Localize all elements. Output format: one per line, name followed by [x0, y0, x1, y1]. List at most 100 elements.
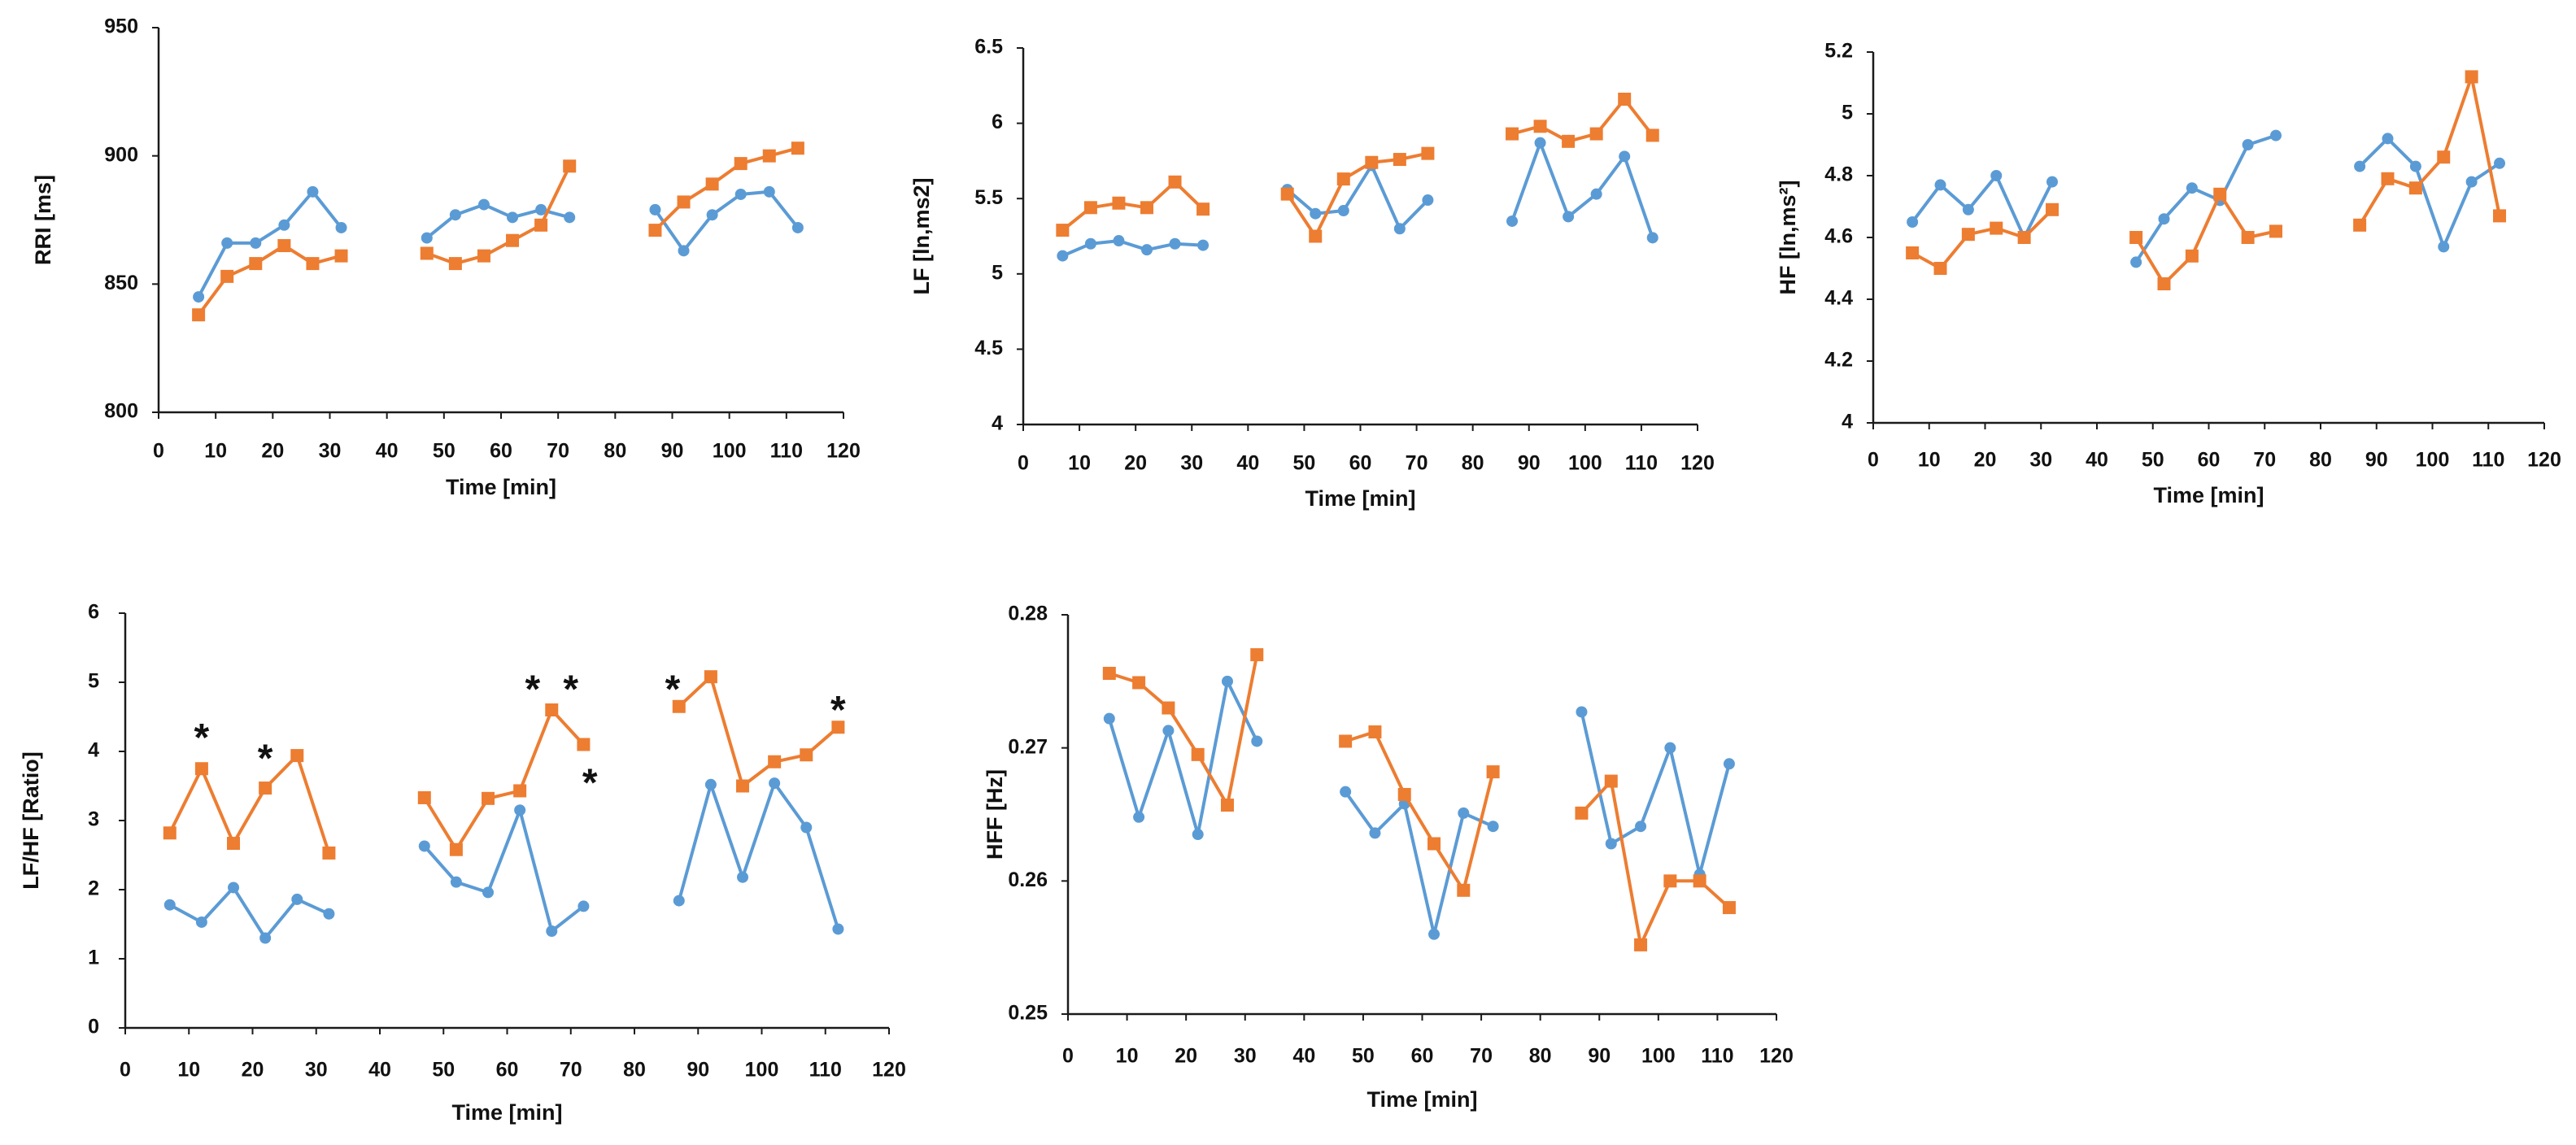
series-orange: [192, 141, 804, 322]
data-point: [1197, 239, 1210, 251]
y-tick-label: 5: [992, 261, 1003, 284]
chart-panel-hff: 0 10 20 30 40 50 60 70 80 90 100 110 120 0.25 0.26 0.27…: [983, 603, 1794, 1112]
y-tick-label: 4.8: [1824, 163, 1853, 186]
x-tick-label: 30: [1180, 452, 1203, 475]
data-point: [2046, 176, 2058, 188]
y-axis-title: HFF [Hz]: [983, 769, 1007, 860]
data-point: [291, 893, 303, 905]
data-point: [290, 749, 304, 763]
data-point: [194, 762, 208, 776]
data-point: [1339, 734, 1353, 748]
data-point: [513, 784, 527, 798]
y-axis-title: RRI [ms]: [31, 175, 55, 265]
data-point: [1457, 883, 1471, 897]
y-tick-label: 900: [104, 143, 138, 166]
data-point: [1723, 758, 1735, 770]
data-point: [769, 777, 781, 790]
data-point: [227, 837, 241, 851]
y-tick-label: 6: [992, 111, 1003, 133]
series-line: [1286, 163, 1429, 231]
data-point: [163, 899, 176, 911]
significance-star: *: [525, 668, 540, 712]
y-tick-label: 800: [104, 400, 138, 423]
data-point: [2465, 70, 2478, 84]
x-tick-label: 0: [1868, 449, 1879, 472]
y-tick-label: 2: [88, 877, 99, 900]
data-point: [477, 198, 490, 211]
series-line: [168, 886, 330, 940]
data-point: [563, 159, 577, 173]
data-point: [250, 237, 262, 249]
x-tick-label: 110: [2472, 449, 2504, 472]
x-tick-label: 110: [809, 1059, 842, 1082]
series-line: [1107, 679, 1259, 836]
significance-star: *: [563, 668, 578, 712]
data-point: [1487, 821, 1499, 833]
x-tick-label: 10: [204, 440, 227, 463]
data-point: [1663, 874, 1677, 888]
data-point: [1191, 747, 1205, 761]
data-point: [1113, 235, 1125, 247]
data-point: [1393, 223, 1406, 235]
x-tick-label: 70: [1406, 452, 1428, 475]
data-point: [546, 925, 558, 937]
x-tick-label: 50: [2142, 449, 2164, 472]
data-point: [249, 257, 263, 271]
data-point: [482, 886, 495, 899]
data-point: [420, 246, 434, 260]
x-tick-label: 30: [2029, 449, 2052, 472]
data-point: [1393, 153, 1406, 167]
series-orange: [163, 670, 845, 860]
data-point: [507, 211, 519, 224]
x-tick-label: 30: [305, 1059, 328, 1082]
series-blue: [1907, 129, 2505, 268]
data-point: [672, 699, 686, 713]
data-point: [704, 778, 717, 790]
series-line: [2358, 75, 2501, 226]
y-axis-title: LF/HF [Ratio]: [19, 751, 43, 889]
series-blue: [1103, 675, 1735, 940]
x-tick-label: 120: [872, 1059, 906, 1082]
significance-star: *: [194, 716, 210, 760]
x-tick-label: 20: [1175, 1045, 1197, 1068]
series-line: [423, 808, 585, 933]
data-point: [535, 203, 547, 216]
x-tick-label: 110: [1701, 1045, 1733, 1068]
data-point: [514, 804, 526, 816]
data-point: [1428, 928, 1441, 940]
data-point: [2270, 129, 2282, 141]
data-point: [1112, 196, 1126, 210]
x-tick-label: 120: [826, 440, 861, 463]
y-tick-label: 0.27: [1008, 735, 1048, 758]
x-tick-label: 70: [1470, 1045, 1493, 1068]
data-point: [477, 249, 490, 263]
data-point: [736, 779, 750, 793]
x-tick-label: 60: [496, 1059, 519, 1082]
data-point: [1604, 774, 1618, 788]
y-tick-label: 0.28: [1008, 603, 1048, 625]
data-point: [163, 826, 177, 840]
data-point: [2493, 209, 2506, 223]
data-point: [677, 195, 691, 209]
x-tick-label: 90: [686, 1059, 709, 1082]
x-tick-label: 0: [120, 1059, 131, 1082]
data-point: [800, 748, 813, 762]
series-orange: [1102, 648, 1736, 951]
chart-panel-lf: 0 10 20 30 40 50 60 70 80 90 100 110 120 4 4.5 5 5.5 6 6.5…: [909, 36, 1715, 512]
data-point: [2438, 241, 2450, 253]
series-line: [1911, 174, 2054, 239]
x-axis-title: Time [min]: [1305, 486, 1415, 511]
y-tick-label: 5: [88, 670, 99, 693]
data-point: [323, 908, 335, 920]
data-point: [1933, 262, 1947, 275]
series-line: [677, 781, 840, 930]
x-tick-label: 30: [319, 440, 342, 463]
data-point: [1365, 155, 1379, 169]
data-point: [417, 790, 431, 804]
x-tick-label: 90: [2365, 449, 2388, 472]
data-point: [1990, 170, 2003, 181]
x-axis-title: Time [min]: [446, 475, 556, 499]
series-line: [197, 189, 343, 298]
x-tick-label: 120: [1759, 1045, 1794, 1068]
y-tick-label: 0.25: [1008, 1002, 1048, 1025]
